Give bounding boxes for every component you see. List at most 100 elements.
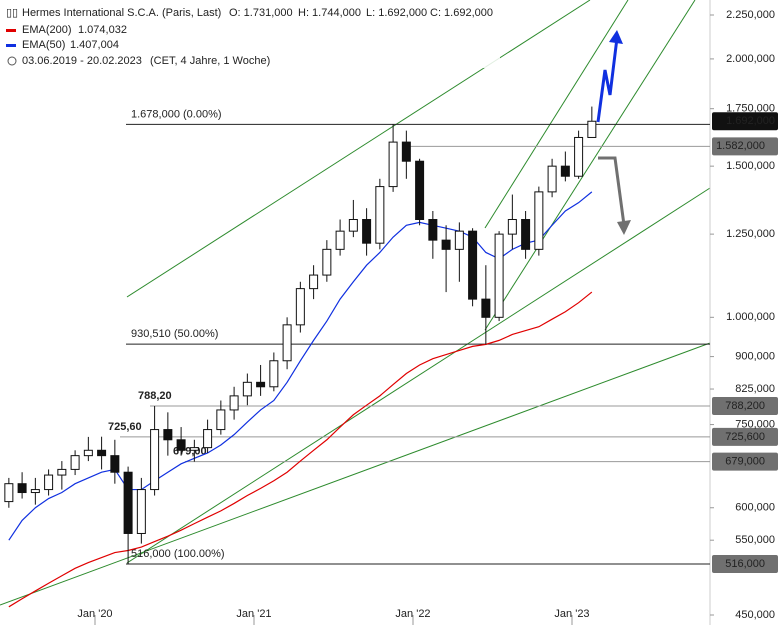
y-tick-label: 1.750,000 — [726, 103, 775, 115]
up-arrow — [596, 37, 619, 123]
x-tick-label: Jan '20 — [77, 608, 112, 620]
legend-name: EMA(200) — [22, 24, 72, 36]
candle-body — [97, 449, 107, 457]
candle-body — [362, 219, 372, 244]
x-tick-label: Jan '21 — [236, 608, 271, 620]
trend-line — [0, 342, 711, 606]
candle-body — [375, 186, 385, 244]
price-badge-label: 788,200 — [725, 400, 765, 412]
candle-body — [481, 298, 491, 318]
header-high: H: 1.744,000 — [298, 7, 361, 19]
ema-line — [8, 291, 593, 608]
icon: ▯▯ — [6, 7, 18, 19]
candle-body — [256, 381, 266, 388]
candle-body — [560, 165, 570, 177]
candle-body — [242, 381, 252, 397]
ema-line — [8, 191, 593, 541]
candle-body — [494, 233, 504, 318]
price-badge-label: 725,600 — [725, 431, 765, 443]
candle-body — [468, 230, 478, 300]
candle-body — [216, 409, 226, 431]
trend-line — [126, 0, 591, 298]
legend-value: 1.407,004 — [70, 39, 119, 51]
last-price-label: 1.692,000 — [726, 115, 775, 127]
candle-body — [70, 455, 80, 470]
y-tick-label: 600,000 — [735, 502, 775, 514]
candle-body — [388, 141, 398, 188]
candle-body — [4, 483, 14, 503]
candle-body — [295, 288, 305, 326]
candle-body — [44, 474, 54, 491]
candle-body — [401, 141, 411, 162]
y-tick-label: 450,000 — [735, 609, 775, 621]
price-badge — [712, 554, 778, 573]
y-tick-label: 1.250,000 — [726, 228, 775, 240]
candle-body — [203, 429, 213, 449]
plot — [4, 106, 597, 608]
candle-body — [189, 447, 199, 451]
price-badge-label: 516,000 — [725, 558, 765, 570]
trend-line — [484, 0, 629, 229]
price-badge-label: 1.582,000 — [716, 140, 765, 152]
candle-body — [335, 230, 345, 250]
level-label: 516,000 (100.00%) — [131, 548, 225, 560]
price-badge — [712, 397, 778, 416]
y-tick-label: 2.250,000 — [726, 9, 775, 21]
candle-body — [521, 219, 531, 250]
header-title: Hermes International S.C.A. (Paris, Last… — [22, 7, 221, 19]
candle-body — [163, 429, 173, 441]
candle-body — [136, 489, 146, 534]
level-label: 725,60 — [108, 421, 142, 433]
candle-body — [17, 483, 27, 494]
candle-body — [587, 120, 597, 138]
legend-swatch — [6, 29, 16, 32]
y-tick-label: 2.000,000 — [726, 53, 775, 65]
candle-body — [110, 455, 120, 473]
down-arrow-head — [617, 220, 631, 235]
candle-body — [415, 160, 425, 221]
trend-lines — [0, 0, 711, 606]
trend-line — [126, 187, 711, 564]
up-arrow-head — [609, 30, 623, 44]
candle-body — [574, 136, 584, 177]
candle-body — [547, 165, 557, 193]
header-bg — [0, 0, 500, 68]
candle-body — [176, 439, 186, 451]
candle-body — [322, 248, 332, 276]
candle-body — [454, 230, 464, 250]
candle-body — [534, 191, 544, 250]
legend-swatch — [6, 44, 16, 47]
candle-body — [30, 489, 40, 494]
y-tick-label: 750,000 — [735, 418, 775, 430]
level-label: 788,20 — [138, 390, 172, 402]
candle-body — [57, 468, 67, 476]
price-badge — [712, 452, 778, 471]
down-arrow — [598, 156, 626, 226]
price-badge-label: 679,000 — [725, 456, 765, 468]
candle-body — [282, 324, 292, 362]
candle-body — [428, 219, 438, 241]
axes: 450,000 550,000 600,000 750,000 825,000 900,0… — [77, 9, 775, 625]
settings: (CET, 4 Jahre, 1 Woche) — [150, 55, 270, 67]
x-tick-label: Jan '22 — [395, 608, 430, 620]
y-tick-label: 1.000,000 — [726, 311, 775, 323]
trend-line — [484, 0, 696, 331]
candle-body — [507, 219, 517, 235]
price-badge — [712, 427, 778, 446]
header-close: C: 1.692,000 — [430, 7, 493, 19]
y-tick-label: 900,000 — [735, 351, 775, 363]
candle-body — [441, 239, 451, 250]
candle-body — [309, 274, 319, 290]
candle-body — [229, 395, 239, 411]
header-open: O: 1.731,000 — [229, 7, 293, 19]
clock-icon — [7, 56, 17, 66]
y-tick-label: 550,000 — [735, 534, 775, 546]
legend-name: EMA(50) — [22, 39, 65, 51]
price-badge — [712, 137, 778, 156]
date-range: 03.06.2019 - 20.02.2023 — [22, 55, 142, 67]
y-tick-label: 825,000 — [735, 383, 775, 395]
levels: 1.678,000 (0.00%) 1.582,000 930,510 (50.00… — [108, 108, 778, 573]
x-tick-label: Jan '23 — [554, 608, 589, 620]
last-price-badge — [712, 112, 778, 131]
